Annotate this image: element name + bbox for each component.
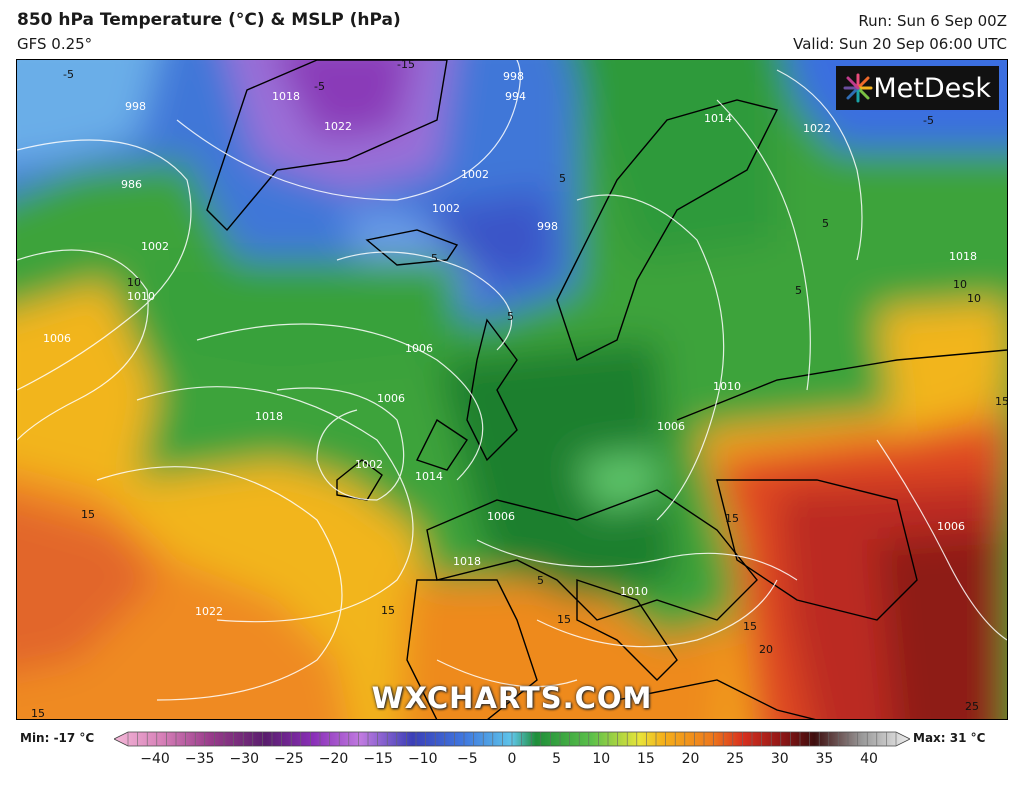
- model-label: GFS 0.25°: [17, 35, 93, 53]
- temp-label: 20: [759, 643, 773, 656]
- isobar-labels: 998 1022 1018 994 998 1014 1022 1002 100…: [43, 70, 977, 618]
- temp-label: 5: [822, 217, 829, 230]
- colorbar-tick-label: 40: [860, 751, 878, 767]
- temp-label: -5: [63, 68, 74, 81]
- isobar-label: 1006: [937, 520, 965, 533]
- metdesk-logo-icon: [843, 73, 873, 103]
- temp-label: -5: [923, 114, 934, 127]
- isobar-label: 1010: [620, 585, 648, 598]
- temp-label: -5: [314, 80, 325, 93]
- min-temp-label: Min: -17 °C: [20, 731, 95, 745]
- isobar-label: 994: [505, 90, 526, 103]
- max-temp-label: Max: 31 °C: [913, 731, 986, 745]
- isobar-label: 1022: [195, 605, 223, 618]
- colorbar-tick-label: 25: [726, 751, 745, 767]
- temp-label: 5: [537, 574, 544, 587]
- temp-label: 15: [995, 395, 1007, 408]
- isobar-label: 1014: [415, 470, 443, 483]
- colorbar-tick-label: −5: [457, 751, 478, 767]
- temp-label: 10: [127, 276, 141, 289]
- isobar-label: 1006: [487, 510, 515, 523]
- chart-title: 850 hPa Temperature (°C) & MSLP (hPa): [17, 10, 401, 30]
- isobar-label: 1010: [713, 380, 741, 393]
- weather-map[interactable]: 998 1022 1018 994 998 1014 1022 1002 100…: [16, 59, 1008, 720]
- colorbar-tick-label: 5: [552, 751, 562, 767]
- colorbar-scale: [114, 731, 910, 747]
- temperature-field: 998 1022 1018 994 998 1014 1022 1002 100…: [17, 60, 1007, 719]
- temp-label: 10: [967, 292, 981, 305]
- isobar-label: 1018: [255, 410, 283, 423]
- isobar-label: 1022: [324, 120, 352, 133]
- colorbar-tick-label: −40: [140, 751, 170, 767]
- temp-label: 5: [507, 310, 514, 323]
- isobar-label: 1002: [461, 168, 489, 181]
- temp-label: 15: [743, 620, 757, 633]
- temp-label: 15: [81, 508, 95, 521]
- isobar-label: 1002: [432, 202, 460, 215]
- colorbar-tick-label: −20: [318, 751, 349, 767]
- temp-label: -15: [397, 60, 415, 71]
- metdesk-logo: MetDesk: [836, 66, 999, 110]
- colorbar-tick-label: −15: [363, 751, 393, 767]
- isobar-label: 1018: [949, 250, 977, 263]
- run-label: Run: Sun 6 Sep 00Z: [858, 12, 1007, 30]
- colorbar: Min: -17 °C: [0, 725, 1024, 775]
- isobar-label: 1006: [43, 332, 71, 345]
- colorbar-tick-label: −25: [274, 751, 304, 767]
- temp-label: 25: [965, 700, 979, 713]
- isobar-label: 1006: [657, 420, 685, 433]
- temp-label: 15: [381, 604, 395, 617]
- colorbar-tick-label: −30: [229, 751, 260, 767]
- isobar-label: 1022: [803, 122, 831, 135]
- isobar-label: 1002: [141, 240, 169, 253]
- colorbar-tick-label: −10: [407, 751, 438, 767]
- colorbar-tick-label: −35: [184, 751, 215, 767]
- colorbar-tick-label: 10: [592, 751, 611, 767]
- isobar-label: 998: [537, 220, 558, 233]
- wxcharts-watermark: WXCHARTS.COM: [371, 681, 653, 715]
- isobars: [17, 60, 1007, 701]
- isobar-label: 1010: [127, 290, 155, 303]
- temp-label: 5: [431, 252, 438, 265]
- isobar-label: 986: [121, 178, 142, 191]
- coastlines: [206, 60, 1007, 719]
- colorbar-tick-label: 30: [770, 751, 789, 767]
- colorbar-tick-label: 35: [815, 751, 834, 767]
- metdesk-logo-text: MetDesk: [873, 72, 991, 104]
- temp-label: 15: [557, 613, 571, 626]
- temp-label: 10: [953, 278, 967, 291]
- isobar-label: 1006: [405, 342, 433, 355]
- colorbar-tick-label: 0: [507, 751, 517, 767]
- colorbar-tick-labels: −40 −35 −30 −25 −20 −15 −10 −5 0 5 10 15 20 25 30 35 40: [0, 751, 1024, 771]
- temp-label: 5: [559, 172, 566, 185]
- isobar-label: 1014: [704, 112, 732, 125]
- temperature-labels: -5 -15 -5 -5 5 5 5 10 10 5 5 10 15 15 15…: [31, 60, 1007, 719]
- temp-label: 15: [725, 512, 739, 525]
- isobar-label: 1002: [355, 458, 383, 471]
- valid-time-label: Valid: Sun 20 Sep 06:00 UTC: [793, 35, 1007, 53]
- temp-label: 5: [795, 284, 802, 297]
- isobar-label: 1006: [377, 392, 405, 405]
- colorbar-tick-label: 15: [636, 751, 655, 767]
- isobar-label: 998: [503, 70, 524, 83]
- isobar-label: 998: [125, 100, 146, 113]
- temp-label: 15: [31, 707, 45, 719]
- isobar-label: 1018: [453, 555, 481, 568]
- colorbar-tick-label: 20: [681, 751, 700, 767]
- isobar-label: 1018: [272, 90, 300, 103]
